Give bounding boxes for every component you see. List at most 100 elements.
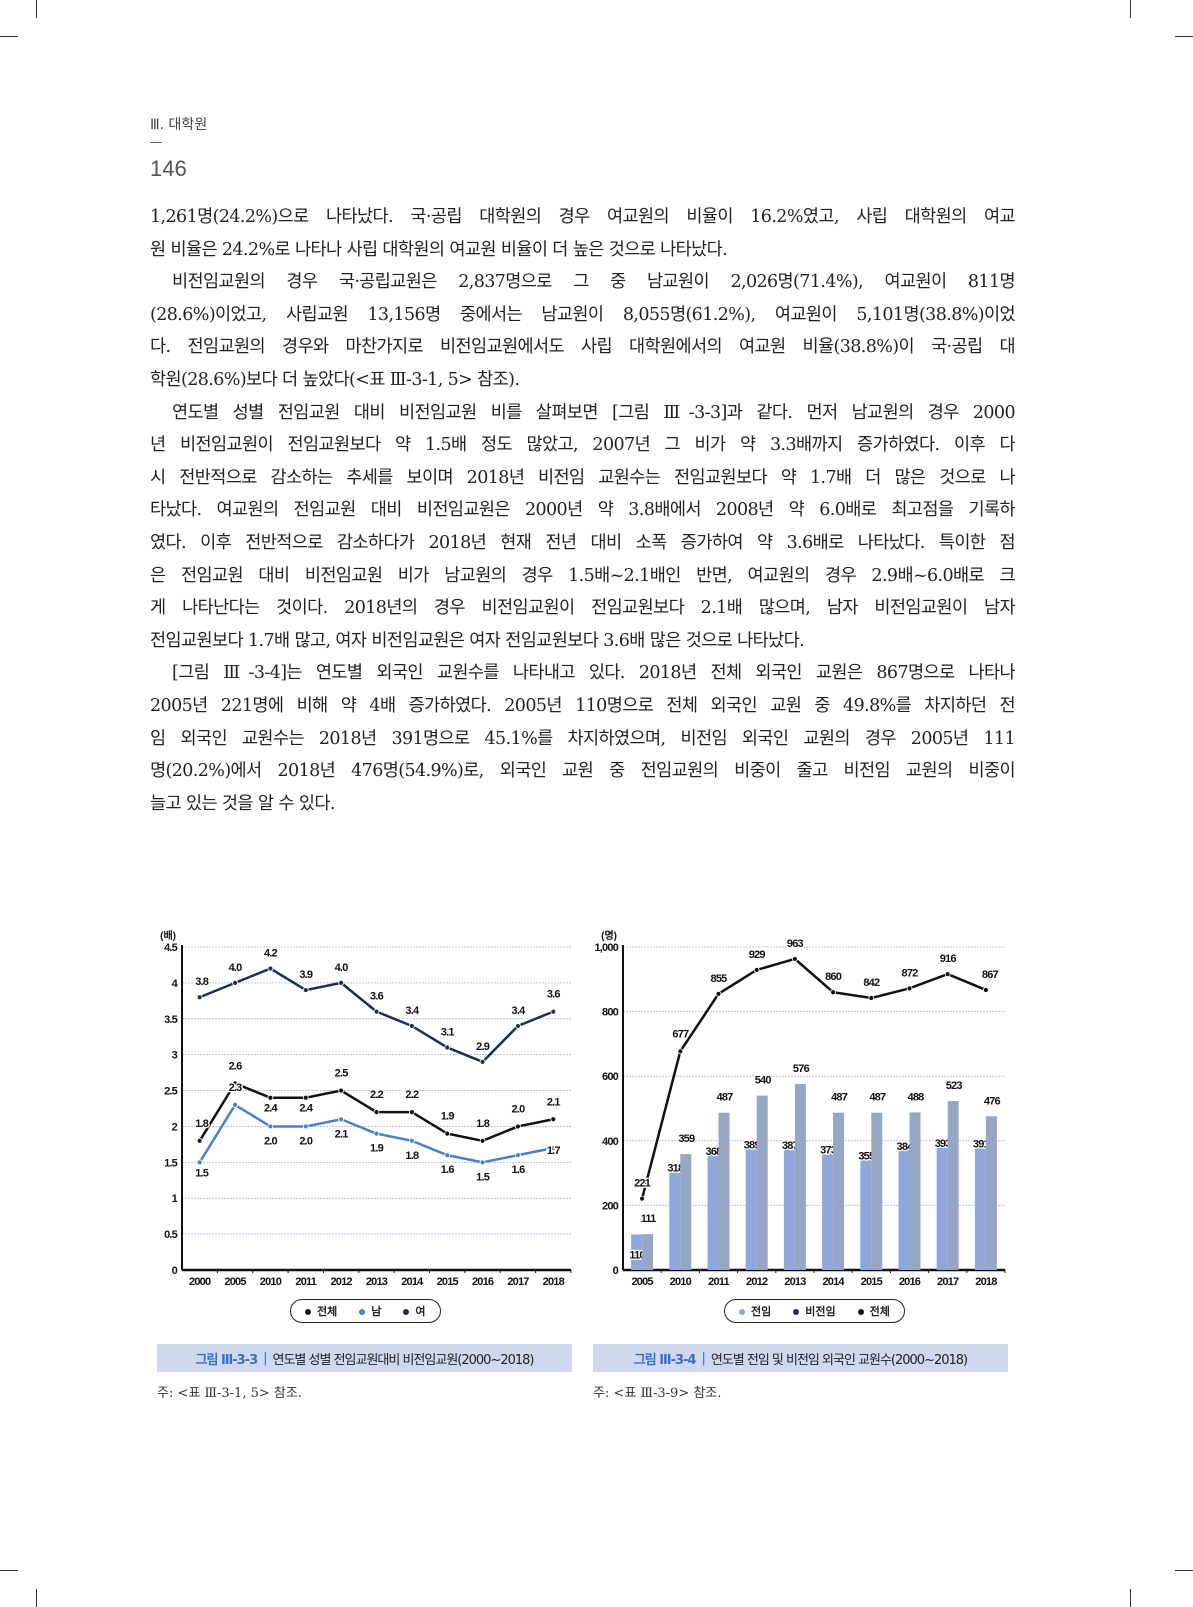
figure-caption: 그림 Ⅲ-3-3 | 연도별 성별 전임교원대비 비전임교원(2000~2018) <box>157 1344 572 1372</box>
legend-dot-icon <box>403 1309 410 1315</box>
x-tick-label: 2011 <box>295 1276 316 1288</box>
data-label: 2.4 <box>264 1103 279 1115</box>
y-tick-label: 1.5 <box>164 1157 178 1169</box>
data-point <box>753 967 760 973</box>
data-label: 1.5 <box>476 1171 490 1183</box>
text-line: 임 외국인 교원수는 2018년 391명으로 45.1%를 차지하였으며, 비… <box>150 728 1015 749</box>
legend-item-female: 여 <box>403 1303 426 1319</box>
text-line: 원 비율은 24.2%로 나타나 사립 대학원의 여교원 비율이 더 높은 것으… <box>150 239 728 260</box>
data-point <box>373 1109 380 1115</box>
data-point <box>983 987 989 993</box>
text-line: 명(20.2%)에서 2018년 476명(54.9%)로, 외국인 교원 중 … <box>150 761 1015 782</box>
x-tick-label: 2016 <box>472 1276 494 1288</box>
data-label: 111 <box>641 1213 656 1225</box>
x-tick-label: 2005 <box>631 1276 653 1288</box>
chart1-legend: 전체 남 여 <box>290 1299 441 1323</box>
y-tick-label: 4.5 <box>164 942 178 954</box>
x-tick-label: 2014 <box>822 1276 845 1288</box>
body-text: 1,261명(24.2%)으로 나타났다. 국·공립 대학원의 경우 여교원의 … <box>150 201 1015 820</box>
legend-item-fulltime: 전임 <box>739 1303 771 1319</box>
text-line: 였다. 이후 전반적으로 감소하다가 2018년 현재 전년 대비 소폭 증가하… <box>150 532 1015 553</box>
data-point <box>302 1123 309 1130</box>
data-label: 2.9 <box>476 1041 490 1053</box>
bar-parttime <box>985 1116 997 1270</box>
data-label: 1.8 <box>476 1118 490 1130</box>
bar-parttime <box>642 1234 654 1270</box>
y-tick-label: 4 <box>172 978 179 990</box>
data-label: 3.1 <box>441 1026 455 1038</box>
caption-separator: | <box>701 1350 706 1366</box>
section-title: Ⅲ. 대학원 <box>150 117 208 133</box>
data-point <box>373 1130 380 1137</box>
data-label: 2.1 <box>547 1096 561 1108</box>
data-label: 867 <box>982 969 999 981</box>
x-tick-label: 2012 <box>746 1276 768 1288</box>
x-tick-label: 2018 <box>543 1276 565 1288</box>
data-label: 221 <box>634 1178 651 1190</box>
x-tick-label: 2015 <box>861 1276 883 1288</box>
x-tick-label: 2013 <box>366 1276 388 1288</box>
y-tick-label: 0 <box>172 1265 178 1277</box>
data-label: 4.0 <box>229 962 243 974</box>
data-point <box>479 1137 486 1144</box>
x-tick-label: 2017 <box>937 1276 959 1288</box>
x-tick-label: 2005 <box>224 1276 246 1288</box>
text-line: [그림 Ⅲ-3-4]는 연도별 외국인 교원수를 나타내고 있다. 2018년 … <box>172 663 1015 684</box>
x-tick-label: 2012 <box>330 1276 352 1288</box>
data-point <box>408 1137 415 1144</box>
x-tick-label: 2000 <box>189 1276 211 1288</box>
y-axis-unit: (명) <box>601 929 617 942</box>
legend-dot-icon <box>359 1309 366 1315</box>
data-label: 3.8 <box>195 976 209 988</box>
text-line: 은 전임교원 대비 비전임교원 비가 남교원의 경우 1.5배~2.1배인 반면… <box>150 565 1015 586</box>
data-label: 1.7 <box>547 1145 561 1157</box>
data-point <box>550 1116 557 1123</box>
figure-title: 연도별 전임 및 비전임 외국인 교원수(2000~2018) <box>710 1352 968 1368</box>
series-line-total <box>640 957 987 1199</box>
chart2-legend: 전임 비전임 전체 <box>724 1299 905 1323</box>
data-point <box>232 979 238 986</box>
y-tick-label: 600 <box>602 1071 619 1083</box>
x-tick-label: 2017 <box>507 1276 529 1288</box>
legend-dot-icon <box>793 1309 800 1315</box>
legend-dot-icon <box>739 1309 745 1315</box>
page-number: 146 <box>150 156 187 181</box>
x-tick-label: 2010 <box>670 1276 692 1288</box>
data-label: 476 <box>984 1095 1001 1107</box>
y-tick-label: 800 <box>602 1007 619 1019</box>
data-label: 916 <box>940 953 957 965</box>
y-tick-label: 400 <box>602 1136 619 1148</box>
data-label: 4.2 <box>264 948 278 960</box>
data-label: 2.4 <box>299 1103 314 1115</box>
data-point <box>196 1137 203 1144</box>
data-label: 3.6 <box>370 991 384 1003</box>
data-point <box>338 979 345 986</box>
figure-note: 주: <표 Ⅲ-3-1, 5> 참조. <box>157 1386 302 1401</box>
data-label: 576 <box>793 1063 810 1075</box>
x-tick-label: 2011 <box>708 1276 729 1288</box>
text-line: 1,261명(24.2%)으로 나타났다. 국·공립 대학원의 경우 여교원의 … <box>150 207 1015 227</box>
data-point <box>550 1145 557 1151</box>
legend-dot-icon <box>857 1309 864 1315</box>
data-label: 487 <box>831 1092 848 1104</box>
bar-fulltime <box>707 1151 719 1270</box>
data-point <box>267 1094 274 1101</box>
data-point <box>373 1008 380 1015</box>
data-label: 2.6 <box>229 1060 243 1072</box>
data-label: 2.5 <box>335 1068 349 1080</box>
y-axis-unit: (배) <box>160 929 176 942</box>
data-label: 2.2 <box>405 1089 419 1101</box>
data-point <box>444 1130 451 1137</box>
bar-fulltime <box>669 1167 681 1270</box>
data-label: 2.2 <box>370 1089 384 1101</box>
data-point <box>639 1195 645 1202</box>
crop-mark <box>36 1589 37 1607</box>
text-line: (28.6%)이었고, 사립교원 13,156명 중에서는 남교원이 8,055… <box>150 304 1015 325</box>
text-line: 전임교원보다 1.7배 많고, 여자 비전임교원은 여자 전임교원보다 3.6배… <box>150 630 805 651</box>
data-label: 3.4 <box>405 1005 420 1017</box>
legend-item-total: 전체 <box>857 1303 890 1319</box>
data-point <box>515 1152 521 1159</box>
y-tick-label: 1 <box>172 1193 178 1205</box>
y-tick-label: 0 <box>613 1265 619 1277</box>
y-tick-label: 2.5 <box>164 1086 178 1098</box>
